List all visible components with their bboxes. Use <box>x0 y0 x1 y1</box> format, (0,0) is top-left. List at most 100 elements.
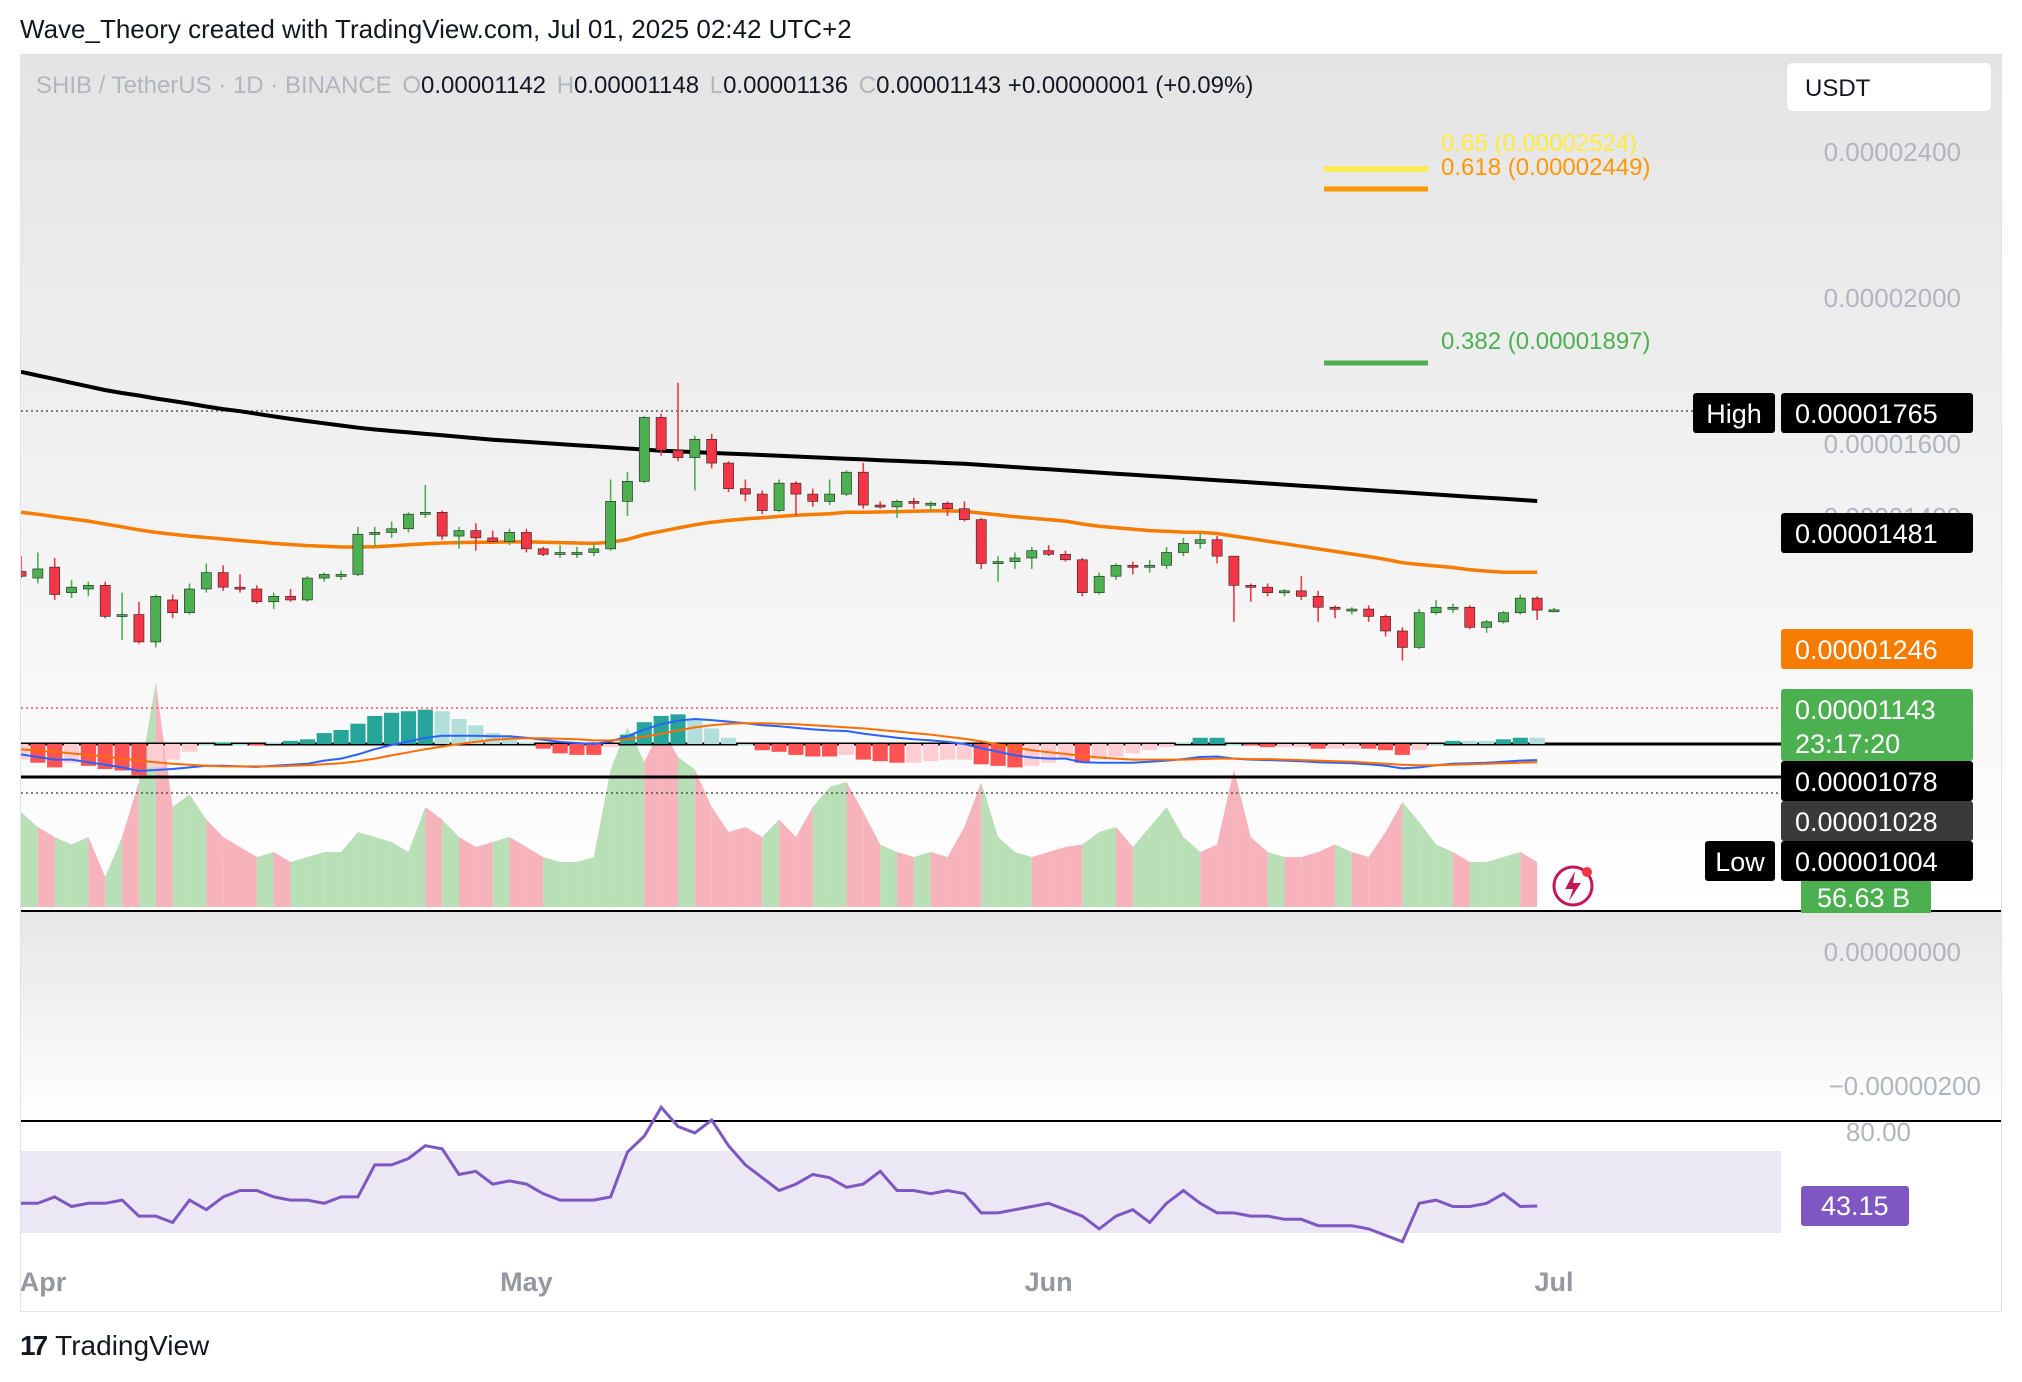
countdown-label: 23:17:20 <box>1795 729 1900 759</box>
candle-body <box>1279 590 1290 594</box>
legend-high-label: H <box>556 72 575 99</box>
legend-change-value: +0.00000001 (+0.09%) <box>1007 72 1254 99</box>
macd-bar <box>1260 744 1276 748</box>
candle-body <box>268 595 280 603</box>
price-label-box <box>1781 629 1973 669</box>
price-label-box <box>1781 801 1973 841</box>
candle-body <box>857 471 869 506</box>
legend-symbol[interactable]: SHIB / TetherUS · 1D · BINANCE <box>36 72 392 99</box>
macd-bar <box>1344 744 1360 749</box>
volume-bar <box>1149 807 1167 907</box>
rsi-label-box <box>1801 1186 1909 1226</box>
currency-selector-button[interactable]: USDT <box>1786 62 1992 112</box>
candle-body <box>504 532 515 542</box>
candle-body <box>184 588 195 614</box>
candle-body <box>740 488 751 495</box>
macd-bar <box>148 744 164 768</box>
fib-level-label: 0.65 (0.00002524) <box>1441 130 1637 157</box>
price-axis-tick: 0.00002400 <box>1824 137 1961 167</box>
candle-body <box>234 586 246 590</box>
macd-bar <box>299 739 315 744</box>
candle-body <box>352 533 364 575</box>
macd-bar <box>535 744 551 749</box>
candle-body <box>49 566 61 595</box>
volume-bar <box>1469 862 1487 907</box>
volume-bar <box>795 807 813 907</box>
macd-bar <box>400 711 417 744</box>
tradingview-footer: 17 TradingView <box>20 1330 209 1362</box>
macd-bar <box>1411 744 1427 751</box>
candle-body <box>1009 557 1021 562</box>
volume-bar <box>189 794 207 907</box>
volume-bar <box>105 837 123 907</box>
macd-axis-tick: −0.00000200 <box>1828 1071 1981 1101</box>
candle-body <box>1060 554 1071 561</box>
volume-bar <box>526 847 544 907</box>
volume-histogram <box>21 682 1538 907</box>
legend-low-label: L <box>709 72 724 99</box>
candle-body <box>1110 564 1122 577</box>
symbol-legend: SHIB / TetherUS · 1D · BINANCE O0.000011… <box>36 72 1253 100</box>
candle-body <box>1481 621 1492 628</box>
price-label: 0.00001143 23:17:20 <box>1781 689 1973 761</box>
volume-bar <box>1082 832 1100 907</box>
volume-bar <box>492 837 510 907</box>
macd-bar <box>636 722 652 744</box>
volume-bar <box>1436 844 1453 907</box>
price-label-box <box>1781 513 1973 553</box>
macd-bar <box>586 744 602 755</box>
volume-bar <box>1233 769 1251 907</box>
chart-frame[interactable]: 0.000024000.000020000.000016000.00001400… <box>20 54 2002 1312</box>
rsi-axis-tick: 80.00 <box>1846 1117 1911 1147</box>
volume-bar <box>560 862 577 907</box>
candle-body <box>942 502 953 510</box>
volume-bar <box>1452 852 1470 907</box>
volume-bar <box>509 837 527 907</box>
fib-level-label: 0.382 (0.00001897) <box>1441 328 1651 355</box>
candle-body <box>571 552 583 555</box>
volume-bar <box>1486 857 1504 907</box>
macd-bar <box>1310 744 1326 749</box>
macd-bar <box>165 744 181 760</box>
volume-bar <box>1419 822 1437 907</box>
macd-bar <box>1158 744 1175 748</box>
macd-bar <box>956 744 972 760</box>
volume-bar <box>1284 857 1302 907</box>
macd-bar <box>1479 740 1495 744</box>
chart-canvas[interactable]: 0.000024000.000020000.000016000.00001400… <box>21 55 2002 1312</box>
volume-bar <box>1267 852 1285 907</box>
candle-body <box>167 599 178 614</box>
volume-bar <box>812 787 830 907</box>
price-label: 0.00001246 <box>1781 629 1973 669</box>
volume-bar <box>1520 852 1538 907</box>
rsi-line <box>21 1104 1538 1244</box>
candle-body <box>672 449 684 458</box>
candle-body <box>1295 590 1307 597</box>
macd-bar <box>1192 737 1208 744</box>
volume-bar <box>1368 832 1386 907</box>
candle-body <box>1548 609 1560 613</box>
volume-bar <box>172 794 190 907</box>
volume-bar <box>240 847 257 907</box>
candle-body <box>773 482 785 511</box>
candle-body <box>723 462 734 489</box>
price-label-box <box>1781 841 1973 881</box>
candle-body <box>453 530 465 537</box>
volume-bar <box>1301 852 1319 907</box>
candle-body <box>1228 555 1240 586</box>
macd-bar <box>21 744 29 760</box>
volume-bar <box>408 807 426 907</box>
lightning-icon <box>1552 865 1594 907</box>
time-axis-tick: May <box>500 1267 553 1297</box>
volume-bar <box>1116 827 1133 907</box>
candle-body <box>99 585 111 617</box>
macd-bar <box>754 744 770 751</box>
volume-bar <box>610 727 628 907</box>
macd-bar <box>451 719 467 744</box>
volume-bar <box>1132 827 1150 907</box>
volume-bar <box>593 769 611 907</box>
macd-bar <box>114 744 130 771</box>
volume-bar <box>324 852 342 907</box>
volume-bar <box>829 782 847 907</box>
candle-body <box>1076 559 1088 593</box>
